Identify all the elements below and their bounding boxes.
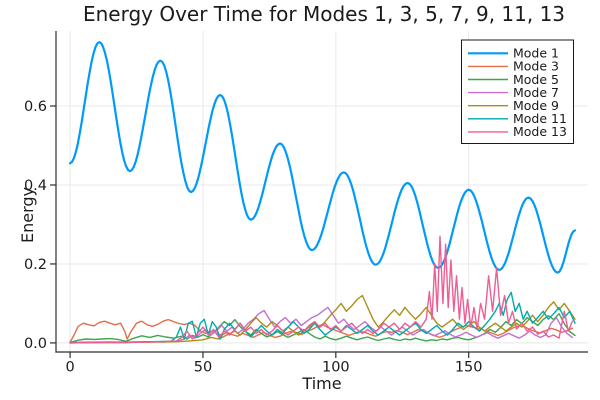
series-line-mode-9: [69, 294, 576, 344]
x-tick-label: 100: [322, 360, 350, 376]
legend-label: Mode 1: [513, 46, 559, 61]
y-tick-label: 0.4: [24, 178, 47, 194]
series-lines: [69, 41, 577, 344]
y-tick-label: 0.2: [24, 257, 47, 273]
legend-label: Mode 5: [513, 72, 559, 87]
y-tick-label: 0.6: [24, 99, 47, 115]
legend-label: Mode 7: [513, 85, 559, 100]
legend-box: [461, 39, 574, 144]
legend-label: Mode 11: [513, 111, 567, 126]
axes: [50, 31, 588, 358]
legend-label: Mode 13: [513, 124, 567, 139]
x-axis-label: Time: [301, 374, 341, 393]
chart-title: Energy Over Time for Modes 1, 3, 5, 7, 9…: [83, 2, 565, 26]
series-line-mode-13: [69, 235, 573, 344]
legend-label: Mode 3: [513, 59, 559, 74]
x-tick-label: 150: [455, 360, 483, 376]
x-tick-label: 50: [194, 360, 212, 376]
tick-labels: 0 50 100 150 0.0 0.2 0.4 0.6: [24, 99, 483, 375]
x-tick-label: 0: [65, 360, 74, 376]
legend-label: Mode 9: [513, 98, 559, 113]
y-axis-label: Energy: [18, 187, 37, 243]
y-tick-label: 0.0: [24, 336, 47, 352]
series-line-mode-1: [69, 41, 577, 274]
